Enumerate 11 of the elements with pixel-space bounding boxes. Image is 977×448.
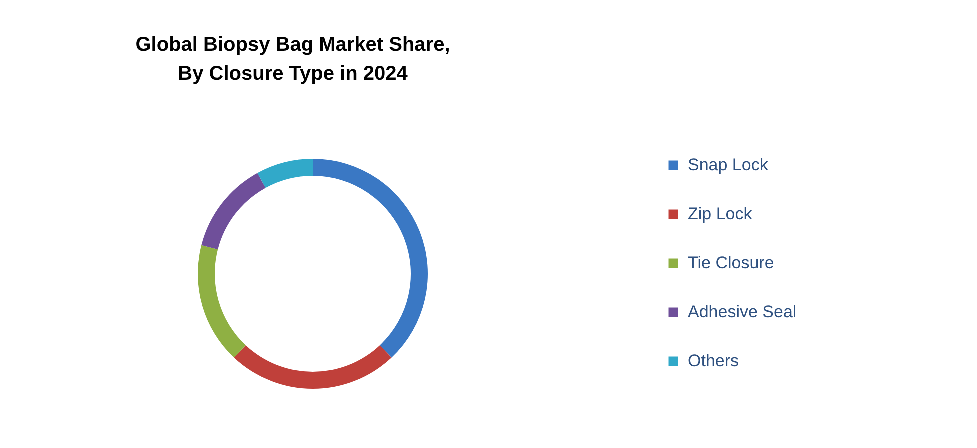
legend-label: Zip Lock (688, 204, 753, 224)
legend-label: Snap Lock (688, 156, 769, 174)
chart-title: Global Biopsy Bag Market Share, By Closure Type in 2024 (136, 34, 450, 85)
donut-slice (313, 159, 428, 358)
donut-slice (202, 173, 266, 250)
donut-slice (198, 245, 246, 358)
legend-label: Tie Closure (688, 254, 774, 272)
donut-slice (234, 345, 392, 389)
legend-label: Adhesive Seal (688, 302, 797, 322)
legend-label: Others (688, 352, 740, 370)
donut-slice (258, 159, 313, 188)
